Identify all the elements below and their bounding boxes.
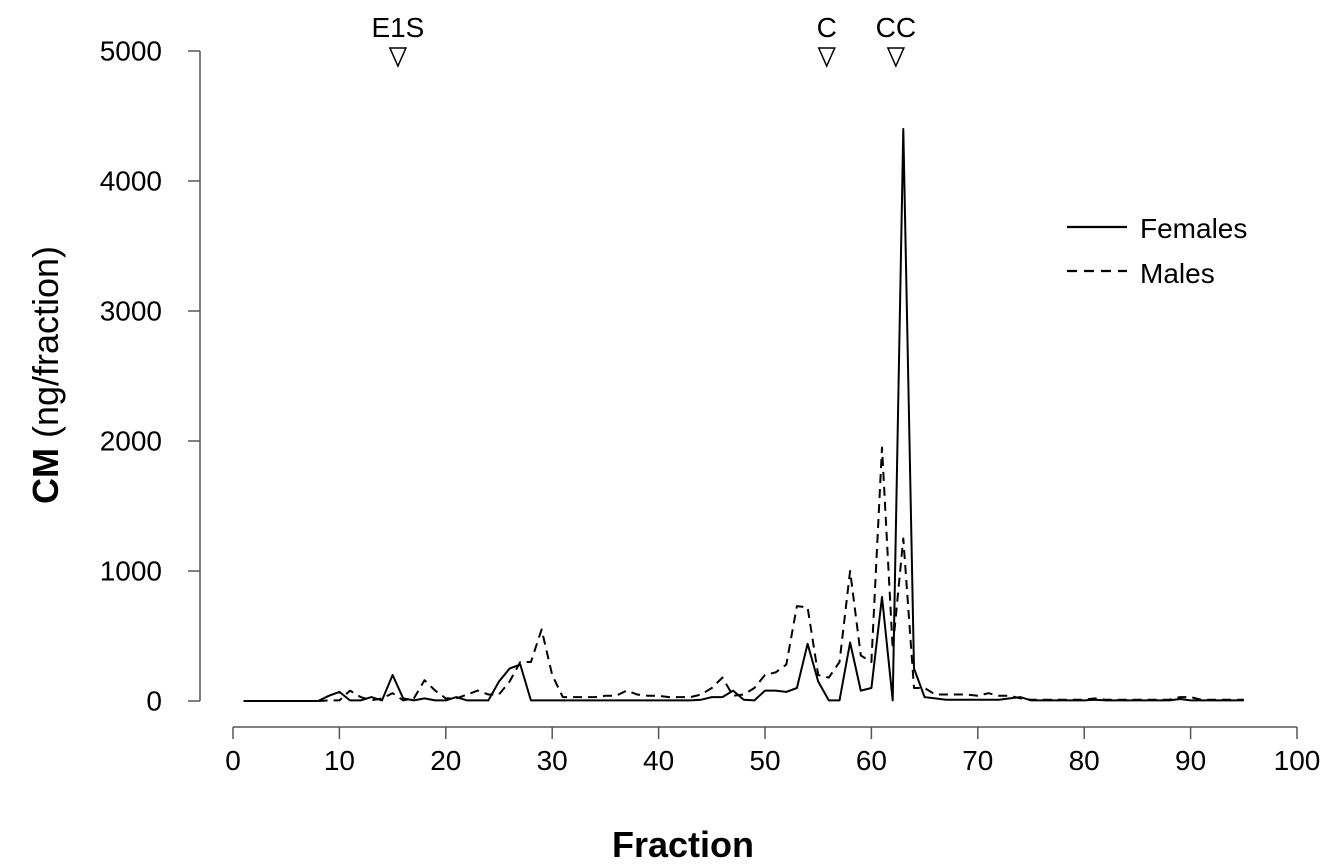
y-tick-label: 2000 <box>100 426 162 457</box>
x-tick-label: 0 <box>225 745 241 776</box>
x-axis-title: Fraction <box>612 824 754 865</box>
x-tick-label: 50 <box>749 745 780 776</box>
y-tick-label: 5000 <box>100 36 162 67</box>
legend-label-females: Females <box>1140 213 1247 244</box>
x-tick-label: 30 <box>537 745 568 776</box>
x-axis: 0 10 20 30 40 50 60 70 80 90 100 <box>225 726 1321 776</box>
marker-triangle-c <box>817 47 836 68</box>
marker-label-cc: CC <box>876 12 916 43</box>
x-tick-label: 100 <box>1274 745 1321 776</box>
marker-triangle-e1s <box>388 47 408 68</box>
y-axis: 0 1000 2000 3000 4000 5000 <box>100 36 201 717</box>
fraction-markers: E1S C CC <box>371 12 916 68</box>
y-axis-title-bold: CM <box>25 448 66 504</box>
x-tick-label: 60 <box>856 745 887 776</box>
legend: Females Males <box>1067 213 1247 289</box>
legend-label-males: Males <box>1140 258 1215 289</box>
x-tick-label: 20 <box>430 745 461 776</box>
x-tick-label: 80 <box>1069 745 1100 776</box>
marker-label-c: C <box>817 12 837 43</box>
series-layer <box>243 128 1244 702</box>
y-tick-label: 0 <box>146 686 162 717</box>
x-tick-label: 10 <box>324 745 355 776</box>
series-line-males <box>243 446 1244 702</box>
series-line-females <box>243 128 1244 702</box>
y-axis-title-units: (ng/fraction) <box>25 246 66 448</box>
y-tick-label: 1000 <box>100 556 162 587</box>
y-tick-label: 3000 <box>100 296 162 327</box>
y-axis-title: CM (ng/fraction) <box>25 246 66 504</box>
marker-label-e1s: E1S <box>371 12 424 43</box>
x-tick-label: 40 <box>643 745 674 776</box>
x-tick-label: 70 <box>962 745 993 776</box>
marker-triangle-cc <box>886 47 906 68</box>
y-tick-label: 4000 <box>100 166 162 197</box>
x-tick-label: 90 <box>1175 745 1206 776</box>
